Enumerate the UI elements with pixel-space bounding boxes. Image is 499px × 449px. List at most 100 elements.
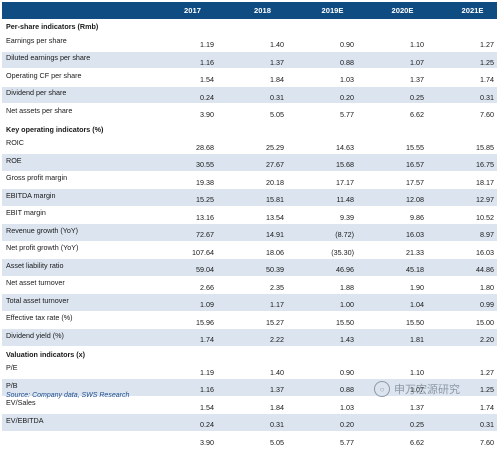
row-label [2,432,147,435]
table-cell: 15.55 [357,143,427,154]
table-cell: 28.68 [147,143,217,154]
table-cell: 59.04 [147,265,217,276]
row-label: EBIT margin [2,207,147,219]
row-label: Net asset turnover [2,277,147,289]
row-label: Dividend yield (%) [2,329,147,341]
table-cell: 107.64 [147,248,217,259]
table-cell: 13.54 [217,213,287,224]
row-label: ROE [2,154,147,166]
header-col-2021e: 2021E [427,6,497,15]
source-note: Source: Company data, SWS Research [6,392,129,399]
table-cell: 0.88 [287,58,357,69]
table-cell: 2.66 [147,283,217,294]
header-corner [2,2,147,5]
header-col-2018: 2018 [217,6,287,15]
watermark: ○ 申万宏源研究 [374,380,498,398]
table-cell: 1.27 [427,40,497,51]
table-cell: 3.90 [147,110,217,121]
table-cell: 1.04 [357,300,427,311]
table-cell: 1.43 [287,335,357,346]
row-label: Net profit growth (YoY) [2,242,147,254]
table-cell: 1.84 [217,75,287,86]
row-label: ROIC [2,137,147,149]
table-cell: 1.10 [357,40,427,51]
table-cell: 1.54 [147,75,217,86]
table-cell: 0.90 [287,40,357,51]
table-cell: 25.29 [217,143,287,154]
table-cell: 11.48 [287,195,357,206]
table-cell: 27.67 [217,160,287,171]
section-title: Per-share indicators (Rmb) [2,22,147,31]
table-cell: 0.90 [287,368,357,379]
table-cell: 17.57 [357,178,427,189]
table-cell: (35.30) [287,248,357,259]
table-cell: 1.03 [287,403,357,414]
table-cell: 0.31 [427,420,497,431]
table-cell: 72.67 [147,230,217,241]
table-cell: 1.80 [427,283,497,294]
table-cell: 15.25 [147,195,217,206]
table-cell: 14.91 [217,230,287,241]
table-cell: 0.20 [287,420,357,431]
table-cell: 20.18 [217,178,287,189]
row-label: P/B [2,379,147,391]
table-cell: 16.03 [357,230,427,241]
section-title: Key operating indicators (%) [2,125,147,134]
table-cell: (8.72) [287,230,357,241]
table-cell: 1.40 [217,368,287,379]
table-cell: 0.31 [427,93,497,104]
table-cell: 1.54 [147,403,217,414]
table-cell: 15.00 [427,318,497,329]
table-cell: 5.05 [217,438,287,449]
table-cell: 46.96 [287,265,357,276]
table-cell: 5.77 [287,438,357,449]
table-cell: 30.55 [147,160,217,171]
table-cell: 1.90 [357,283,427,294]
table-cell: 1.07 [357,58,427,69]
table-cell: 1.74 [427,403,497,414]
table-cell: 15.27 [217,318,287,329]
table-cell: 2.20 [427,335,497,346]
row-label: Gross profit margin [2,172,147,184]
table-cell: 3.90 [147,438,217,449]
header-col-2017: 2017 [147,6,217,15]
table-cell: 0.24 [147,93,217,104]
table-cell: 0.25 [357,420,427,431]
table-cell: 0.25 [357,93,427,104]
table-cell: 1.03 [287,75,357,86]
table-cell: 15.81 [217,195,287,206]
table-cell: 2.35 [217,283,287,294]
table-cell: 0.99 [427,300,497,311]
row-label: Asset liability ratio [2,259,147,271]
table-cell: 1.37 [357,403,427,414]
table-cell: 44.86 [427,265,497,276]
wechat-logo-icon: ○ [374,381,390,397]
table-cell: 21.33 [357,248,427,259]
row-label: Earnings per share [2,34,147,46]
table-cell: 1.40 [217,40,287,51]
table-cell: 5.77 [287,110,357,121]
table-cell: 1.74 [147,335,217,346]
table-cell: 1.00 [287,300,357,311]
header-col-2019e: 2019E [287,6,357,15]
table-cell: 1.37 [217,58,287,69]
row-label: P/E [2,362,147,374]
table-cell: 7.60 [427,438,497,449]
table-cell: 1.19 [147,40,217,51]
table-cell: 1.09 [147,300,217,311]
table-cell: 19.38 [147,178,217,189]
table-cell: 18.17 [427,178,497,189]
table-cell: 15.85 [427,143,497,154]
table-cell: 1.84 [217,403,287,414]
